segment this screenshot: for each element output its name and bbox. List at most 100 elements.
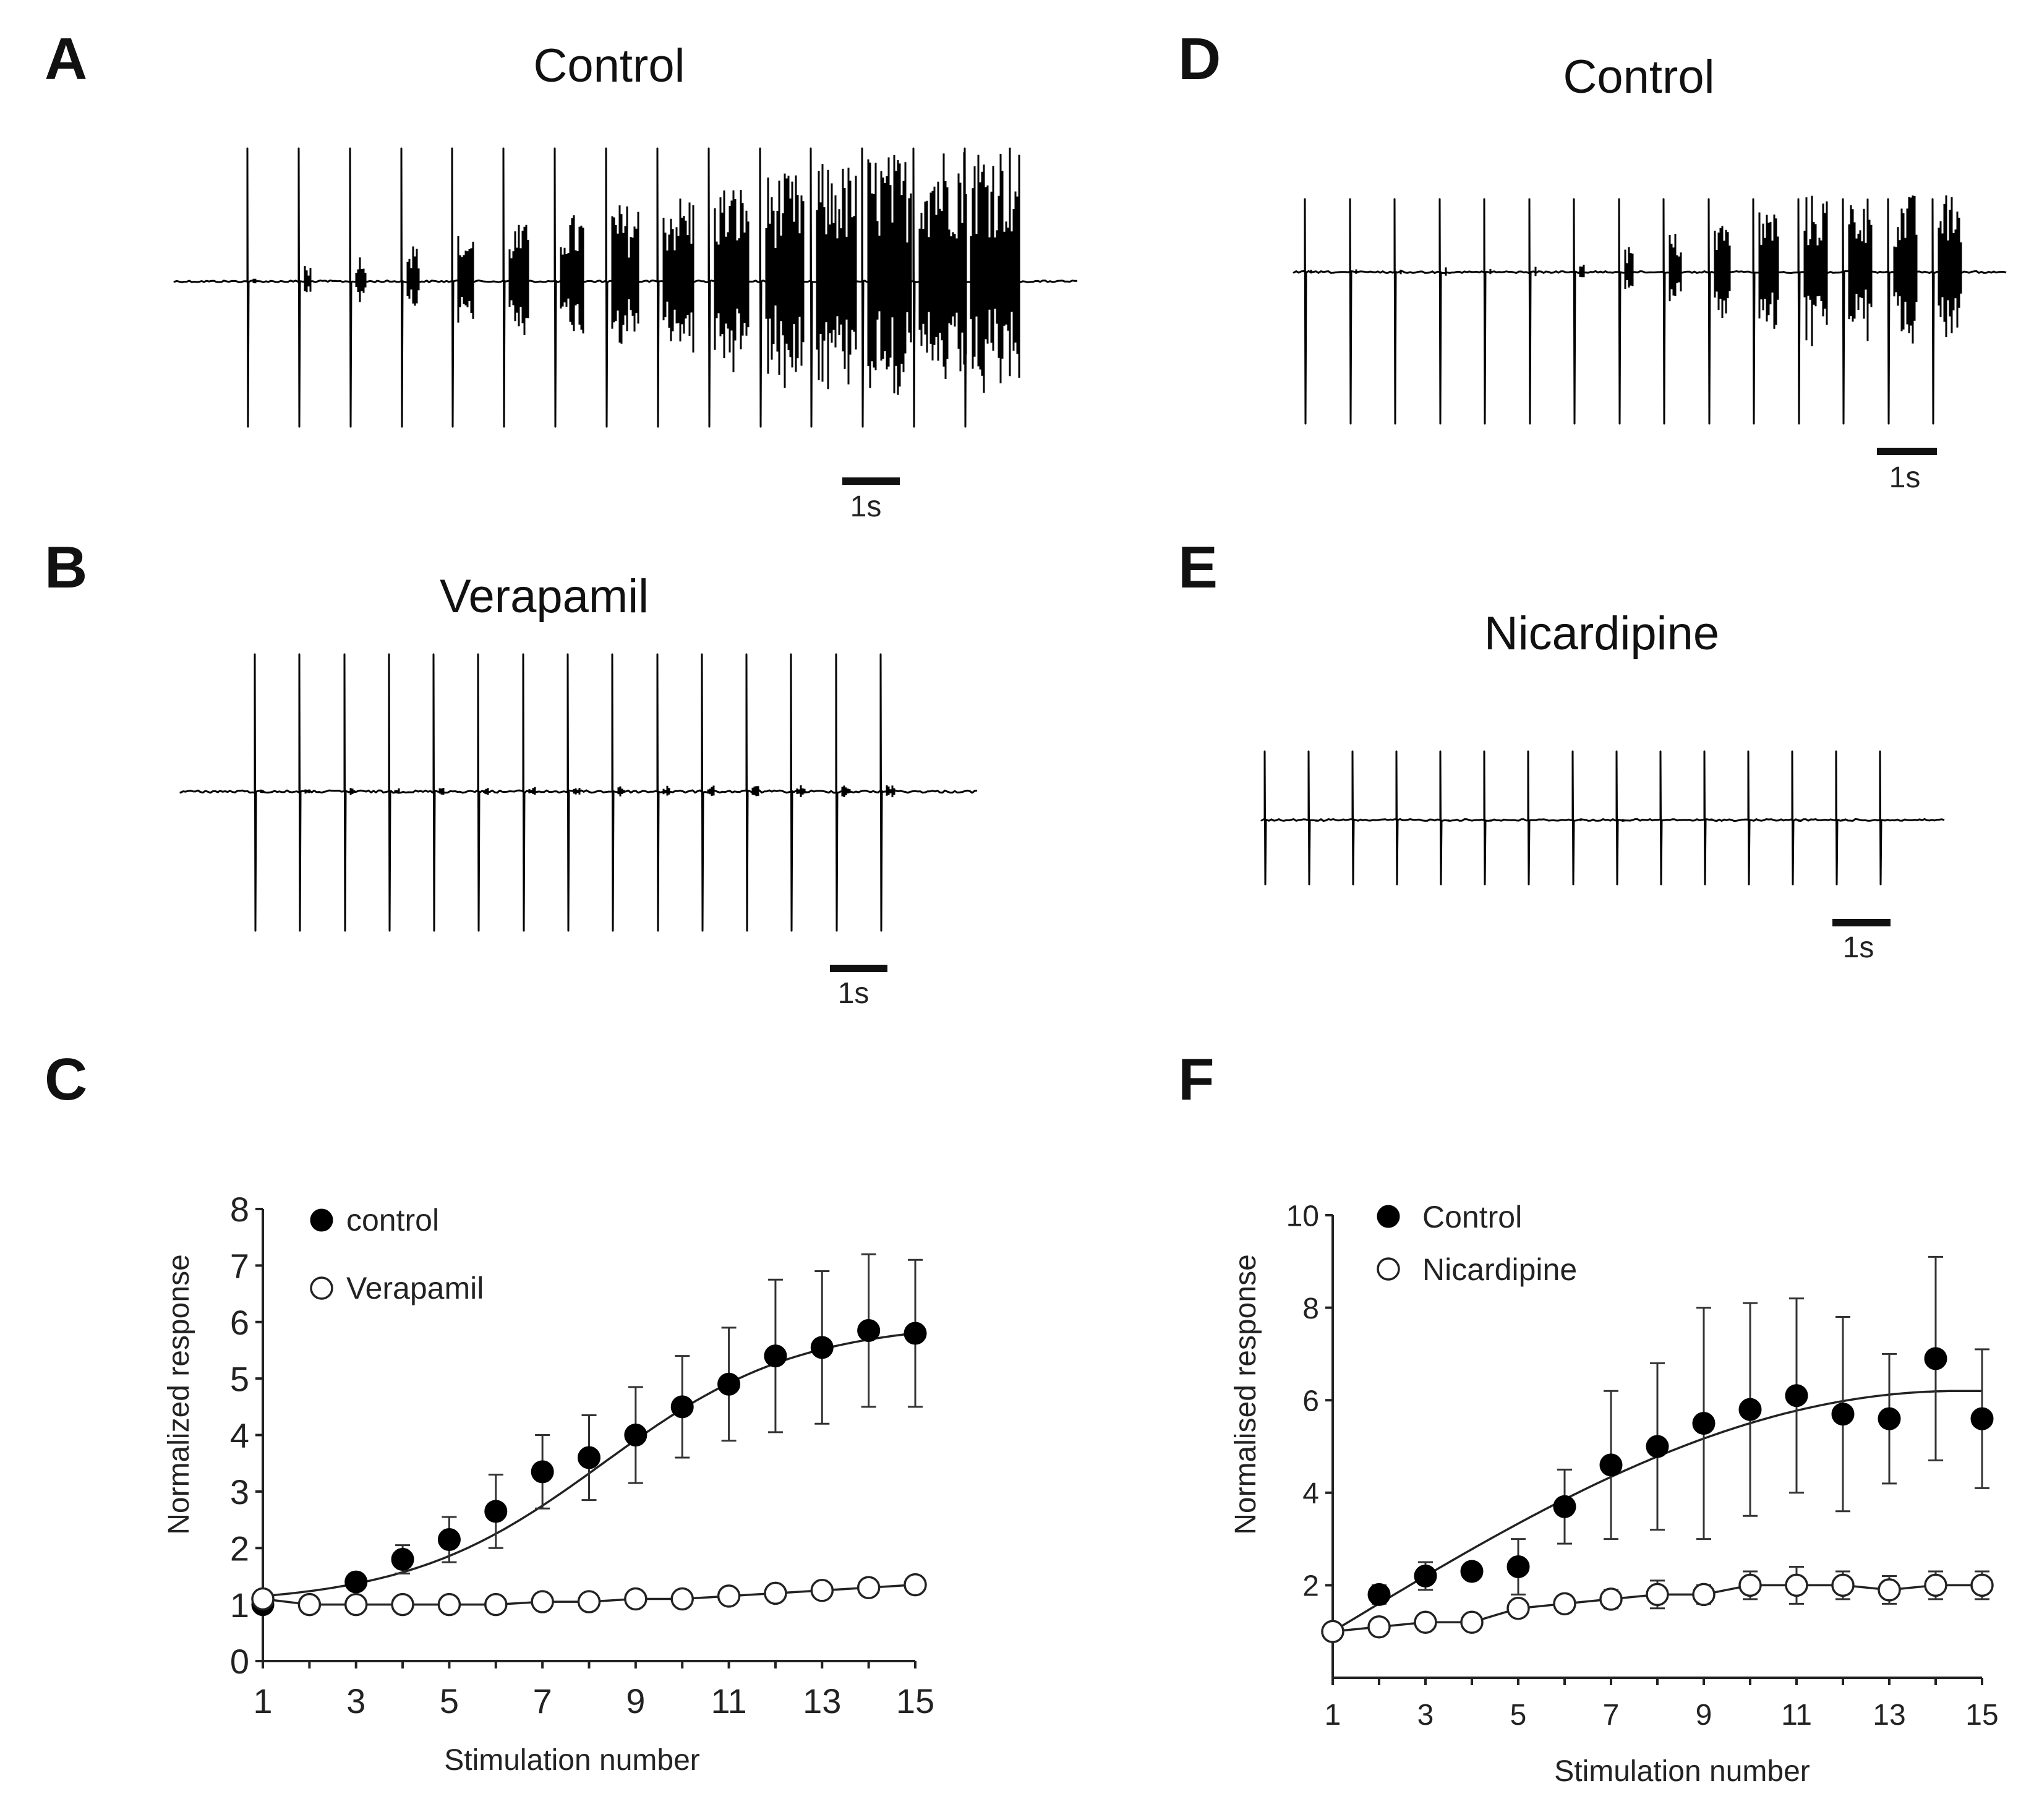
data-point-nicardipine bbox=[1924, 1573, 1947, 1597]
data-point-verapamil bbox=[624, 1587, 647, 1611]
x-tick-label: 7 bbox=[1603, 1699, 1620, 1732]
chart-f-plot-area bbox=[1321, 1255, 1994, 1643]
chart-f-x-label: Stimulation number bbox=[1554, 1755, 1810, 1788]
panel-letter-c: C bbox=[45, 1046, 87, 1113]
data-point-control bbox=[1646, 1435, 1669, 1458]
data-point-nicardipine bbox=[1506, 1597, 1530, 1620]
data-point-verapamil bbox=[251, 1587, 275, 1611]
data-point-control bbox=[437, 1528, 461, 1552]
chart-c-x-label: Stimulation number bbox=[444, 1744, 700, 1777]
data-point-control bbox=[1553, 1495, 1576, 1518]
data-point-nicardipine bbox=[1970, 1573, 1994, 1597]
data-point-control bbox=[1878, 1407, 1901, 1430]
panel-d: D Control 1s bbox=[1178, 26, 2007, 494]
data-point-verapamil bbox=[577, 1590, 601, 1613]
chart-c-y-label: Normalized response bbox=[163, 1254, 195, 1535]
y-tick-label: 4 bbox=[1302, 1477, 1319, 1510]
data-point-verapamil bbox=[484, 1592, 508, 1617]
data-point-control bbox=[857, 1318, 881, 1342]
trace-a-control bbox=[173, 147, 1077, 428]
data-point-nicardipine bbox=[1692, 1583, 1716, 1607]
legend-marker-control-f bbox=[1377, 1205, 1400, 1228]
legend-label-control-f: Control bbox=[1422, 1200, 1522, 1234]
data-point-nicardipine bbox=[1460, 1610, 1484, 1634]
chart-f-y-label: Normalised response bbox=[1229, 1254, 1262, 1535]
x-tick-label: 13 bbox=[1873, 1699, 1905, 1732]
data-point-control bbox=[670, 1395, 694, 1419]
y-tick-label: 10 bbox=[1286, 1200, 1319, 1233]
chart-c-legend: control Verapamil bbox=[310, 1203, 484, 1305]
x-tick-label: 15 bbox=[1965, 1699, 1998, 1732]
data-point-nicardipine bbox=[1878, 1578, 1901, 1602]
data-point-control bbox=[1460, 1560, 1484, 1583]
scale-bar-a-label: 1s bbox=[850, 490, 882, 523]
data-point-verapamil bbox=[344, 1592, 368, 1617]
data-point-control bbox=[624, 1424, 647, 1446]
data-point-verapamil bbox=[717, 1584, 741, 1608]
trace-a-title: Control bbox=[534, 40, 685, 92]
panel-b: B Verapamil 1s bbox=[45, 534, 978, 1010]
data-point-control bbox=[1692, 1412, 1716, 1435]
y-tick-label: 6 bbox=[1302, 1385, 1319, 1417]
data-point-control bbox=[1970, 1407, 1994, 1430]
data-point-control bbox=[1414, 1564, 1437, 1587]
data-point-control bbox=[1599, 1453, 1623, 1477]
data-point-nicardipine bbox=[1738, 1573, 1762, 1597]
trace-d-title: Control bbox=[1563, 51, 1715, 103]
data-point-control bbox=[764, 1344, 787, 1368]
data-point-control bbox=[578, 1446, 600, 1469]
y-tick-label: 5 bbox=[230, 1359, 249, 1398]
panel-letter-f: F bbox=[1178, 1046, 1215, 1113]
chart-c-plot-area bbox=[251, 1253, 927, 1617]
data-point-control bbox=[484, 1500, 508, 1523]
data-point-verapamil bbox=[437, 1592, 461, 1617]
data-point-control bbox=[904, 1322, 927, 1345]
panel-letter-b: B bbox=[45, 534, 87, 600]
legend-marker-nicardipine bbox=[1377, 1257, 1400, 1281]
x-tick-label: 9 bbox=[1696, 1699, 1712, 1732]
y-tick-label: 8 bbox=[1302, 1292, 1319, 1325]
data-point-verapamil bbox=[391, 1592, 414, 1617]
x-tick-label: 9 bbox=[626, 1681, 645, 1720]
y-tick-label: 7 bbox=[230, 1247, 249, 1286]
y-tick-label: 3 bbox=[230, 1472, 249, 1511]
y-tick-label: 0 bbox=[230, 1642, 249, 1681]
data-point-control bbox=[1738, 1398, 1762, 1421]
data-point-nicardipine bbox=[1831, 1573, 1855, 1597]
data-point-verapamil bbox=[297, 1592, 322, 1617]
data-point-nicardipine bbox=[1553, 1592, 1576, 1616]
x-tick-label: 5 bbox=[1510, 1699, 1527, 1732]
y-tick-label: 6 bbox=[230, 1303, 249, 1342]
data-point-verapamil bbox=[531, 1590, 554, 1613]
legend-label-nicardipine: Nicardipine bbox=[1422, 1252, 1577, 1287]
data-point-control bbox=[531, 1460, 554, 1484]
legend-label-verapamil: Verapamil bbox=[346, 1271, 484, 1305]
x-tick-label: 1 bbox=[1325, 1699, 1341, 1732]
legend-marker-control bbox=[310, 1208, 333, 1232]
chart-c-x-axis: 1 3 5 7 9 11 13 15 bbox=[253, 1660, 934, 1720]
data-point-nicardipine bbox=[1321, 1620, 1344, 1643]
scale-bar-e-label: 1s bbox=[1843, 931, 1874, 964]
chart-f-y-axis: 2 4 6 8 10 bbox=[1286, 1200, 1334, 1678]
data-point-control bbox=[810, 1336, 834, 1359]
panel-letter-e: E bbox=[1178, 534, 1218, 600]
scale-bar-b-label: 1s bbox=[838, 977, 870, 1010]
trace-e-title: Nicardipine bbox=[1484, 607, 1719, 660]
chart-c-y-axis: 0 1 2 3 4 5 6 7 8 bbox=[230, 1190, 264, 1681]
chart-f-legend: Control Nicardipine bbox=[1377, 1200, 1577, 1287]
y-tick-label: 2 bbox=[1302, 1570, 1319, 1603]
trace-e-nicardipine bbox=[1260, 750, 1945, 886]
y-tick-label: 2 bbox=[230, 1529, 249, 1568]
y-tick-label: 1 bbox=[230, 1586, 249, 1625]
panel-e: E Nicardipine 1s bbox=[1178, 534, 1945, 964]
data-point-control bbox=[1831, 1403, 1855, 1426]
data-point-control bbox=[1924, 1347, 1947, 1370]
legend-label-control: control bbox=[346, 1203, 439, 1237]
panel-letter-d: D bbox=[1178, 26, 1221, 92]
x-tick-label: 11 bbox=[711, 1681, 747, 1720]
x-tick-label: 11 bbox=[1781, 1699, 1812, 1732]
